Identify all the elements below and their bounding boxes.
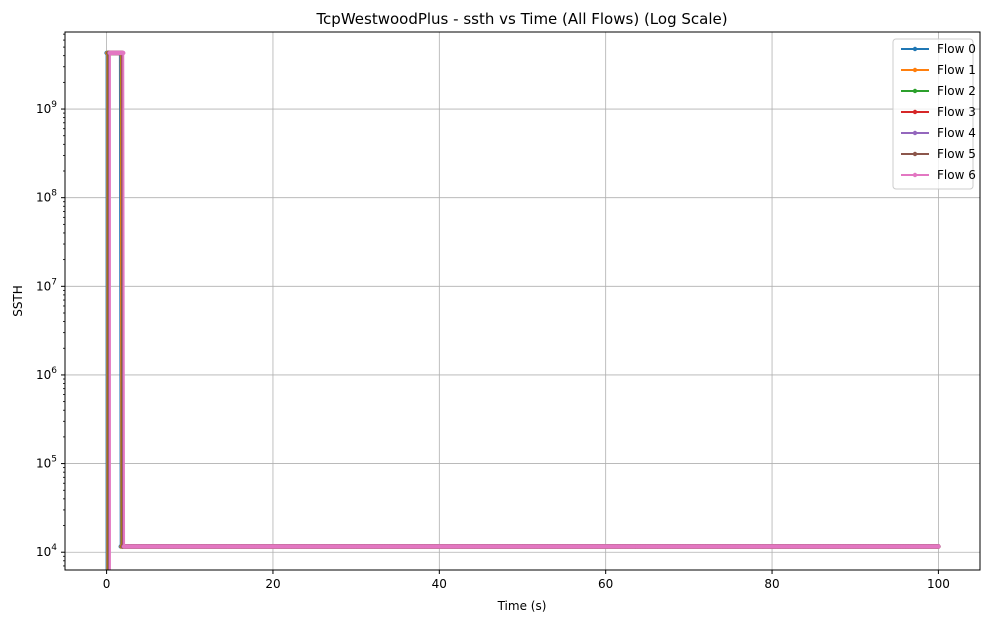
legend-item: Flow 5 [901, 147, 976, 161]
legend: Flow 0 Flow 1 Flow 2 Flow 3 Flow 4 Flow 5 Flow… [892, 38, 976, 190]
legend-label: Flow 0 [937, 42, 976, 56]
legend-item: Flow 3 [901, 105, 976, 119]
legend-marker [912, 67, 918, 73]
y-tick-label: 108 [36, 189, 57, 205]
y-tick-label: 107 [36, 277, 57, 293]
legend-label: Flow 3 [937, 105, 976, 119]
legend-marker [912, 130, 918, 136]
x-tick-label: 0 [103, 577, 111, 591]
y-tick-label: 106 [36, 366, 57, 382]
legend-label: Flow 6 [937, 168, 976, 182]
chart-title: TcpWestwoodPlus - ssth vs Time (All Flow… [315, 10, 727, 28]
x-axis: 0 20 40 60 80 100 [103, 570, 950, 591]
legend-label: Flow 4 [937, 126, 976, 140]
legend-label: Flow 5 [937, 147, 976, 161]
legend-item: Flow 2 [901, 84, 976, 98]
y-tick-label: 105 [36, 455, 57, 471]
x-axis-label: Time (s) [497, 599, 547, 613]
legend-item: Flow 0 [901, 42, 976, 56]
series-flow-6 [107, 50, 941, 570]
legend-marker [912, 46, 918, 52]
data-point [935, 544, 940, 549]
legend-marker [912, 109, 918, 115]
y-tick-label: 109 [36, 100, 57, 116]
legend-item: Flow 1 [901, 63, 976, 77]
data-point [121, 50, 126, 56]
legend-label: Flow 1 [937, 63, 976, 77]
x-tick-label: 60 [598, 577, 613, 591]
series-layer [104, 50, 941, 570]
x-tick-label: 20 [265, 577, 280, 591]
legend-box [892, 38, 974, 190]
legend-marker [912, 172, 918, 178]
legend-item: Flow 4 [901, 126, 976, 140]
y-axis: 104 105 106 107 108 109 [36, 33, 65, 567]
x-tick-label: 80 [764, 577, 779, 591]
legend-marker [912, 88, 918, 94]
x-tick-label: 40 [432, 577, 447, 591]
legend-item: Flow 6 [901, 168, 976, 182]
y-tick-label: 104 [36, 543, 57, 559]
y-axis-label: SSTH [11, 285, 25, 317]
legend-marker [912, 151, 918, 157]
x-tick-label: 100 [927, 577, 950, 591]
legend-label: Flow 2 [937, 84, 976, 98]
plot-frame [64, 31, 981, 571]
